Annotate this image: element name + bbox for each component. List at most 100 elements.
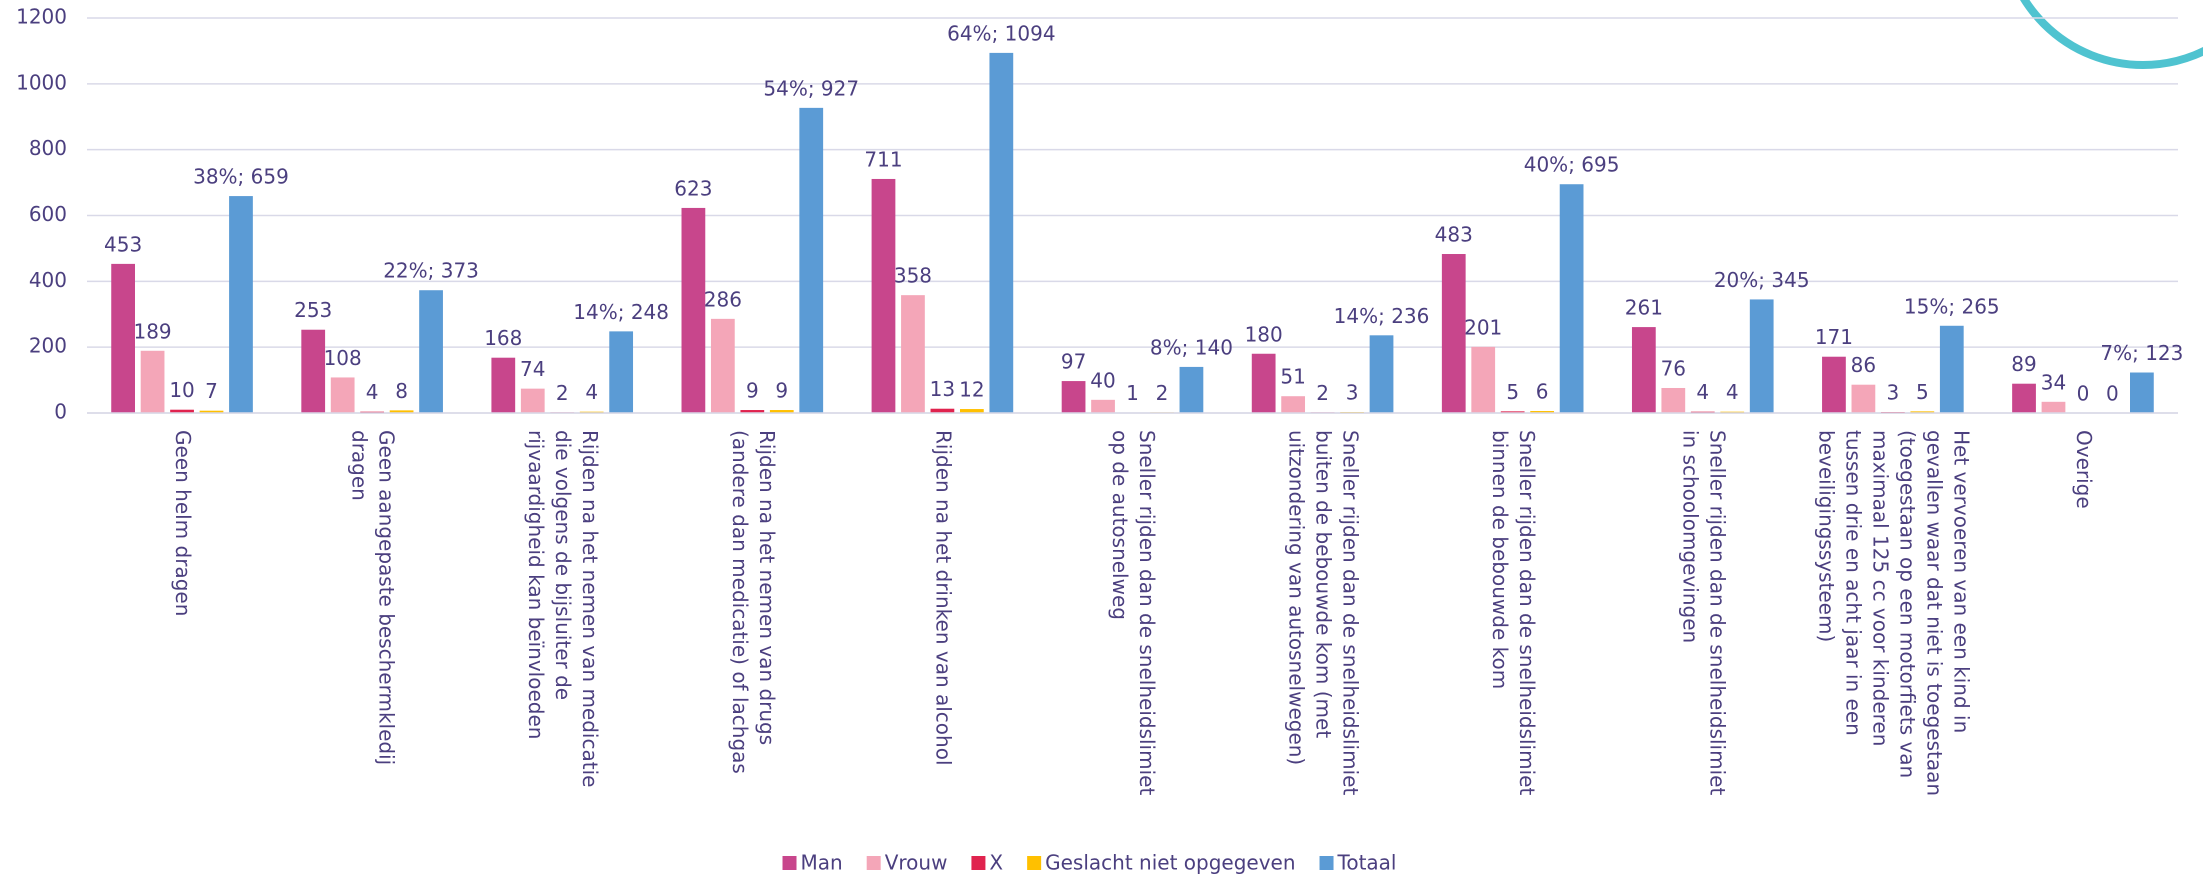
data-label: 14%; 248 xyxy=(573,300,669,324)
data-label: 86 xyxy=(1851,353,1876,377)
data-label: 20%; 345 xyxy=(1714,268,1810,292)
data-label: 13 xyxy=(930,377,955,401)
bar xyxy=(521,389,545,413)
decoration-arc xyxy=(2003,0,2203,65)
legend-label: Totaal xyxy=(1337,851,1397,875)
bar xyxy=(2130,373,2154,413)
bar xyxy=(1560,184,1584,413)
bar xyxy=(1252,354,1276,413)
data-label: 5 xyxy=(1916,380,1929,404)
data-label: 189 xyxy=(133,319,171,343)
data-label: 108 xyxy=(324,346,362,370)
bar xyxy=(419,290,443,413)
data-label: 2 xyxy=(1316,381,1329,405)
data-label: 3 xyxy=(1346,381,1359,405)
bar xyxy=(1091,400,1115,413)
x-tick-label: Geen helm dragen xyxy=(172,430,196,616)
data-label: 483 xyxy=(1435,223,1473,247)
data-label: 22%; 373 xyxy=(383,259,479,283)
y-tick-label: 1000 xyxy=(16,70,67,94)
data-label: 74 xyxy=(520,357,545,381)
data-label: 711 xyxy=(864,147,902,171)
data-label: 38%; 659 xyxy=(193,165,289,189)
data-label: 7 xyxy=(205,379,218,403)
bar xyxy=(1281,396,1305,413)
data-label: 4 xyxy=(585,380,598,404)
bar xyxy=(1852,385,1876,413)
bar xyxy=(141,351,165,413)
data-label: 1 xyxy=(1126,381,1139,405)
data-label: 5 xyxy=(1506,380,1519,404)
bar xyxy=(229,196,253,413)
data-label: 0 xyxy=(2106,382,2119,406)
legend-label: X xyxy=(989,851,1003,875)
data-label: 34 xyxy=(2041,370,2066,394)
data-label: 171 xyxy=(1815,325,1853,349)
data-label: 180 xyxy=(1245,322,1283,346)
bar xyxy=(491,358,515,413)
data-label: 168 xyxy=(484,326,522,350)
y-tick-label: 800 xyxy=(29,136,67,160)
data-label: 3 xyxy=(1886,381,1899,405)
data-label: 6 xyxy=(1536,380,1549,404)
bar xyxy=(2042,402,2066,413)
x-tick-label: Sneller rijden dan de snelheidslimietin … xyxy=(1679,430,1730,795)
data-label: 12 xyxy=(959,378,984,402)
x-tick-label: Sneller rijden dan de snelheidslimietbui… xyxy=(1285,430,1363,795)
bar xyxy=(1471,347,1495,413)
legend-swatch xyxy=(1320,856,1334,870)
x-tick-label: Sneller rijden dan de snelheidslimietbin… xyxy=(1489,430,1540,795)
data-label: 51 xyxy=(1280,365,1305,389)
legend-swatch xyxy=(1027,856,1041,870)
x-tick-label: Geen aangepaste beschermkledijdragen xyxy=(348,430,399,765)
y-tick-label: 200 xyxy=(29,334,67,358)
data-label: 40%; 695 xyxy=(1524,153,1620,177)
bar xyxy=(872,179,896,413)
y-tick-label: 600 xyxy=(29,202,67,226)
x-tick-label: Rijden na het nemen van drugs(andere dan… xyxy=(728,430,779,774)
data-label: 2 xyxy=(556,381,569,405)
data-label: 4 xyxy=(1726,380,1739,404)
bar xyxy=(301,330,325,413)
y-tick-label: 0 xyxy=(54,400,67,424)
bar xyxy=(2012,384,2036,413)
bar xyxy=(989,53,1013,413)
bar xyxy=(1940,326,1964,413)
x-tick-label: Rijden na het nemen van medicatiedie vol… xyxy=(525,430,603,787)
bar xyxy=(1442,254,1466,413)
x-tick-label: Sneller rijden dan de snelheidslimietop … xyxy=(1109,430,1160,795)
data-label: 358 xyxy=(894,264,932,288)
data-label: 14%; 236 xyxy=(1334,304,1430,328)
bar xyxy=(1822,357,1846,413)
data-label: 4 xyxy=(366,380,379,404)
legend-label: Geslacht niet opgegeven xyxy=(1045,851,1295,875)
bar xyxy=(609,331,633,413)
bar xyxy=(1370,335,1394,413)
y-tick-label: 1200 xyxy=(16,5,67,29)
data-label: 76 xyxy=(1661,356,1686,380)
data-label: 64%; 1094 xyxy=(947,21,1055,45)
y-tick-label: 400 xyxy=(29,268,67,292)
data-label: 623 xyxy=(674,176,712,200)
data-label: 89 xyxy=(2011,352,2036,376)
data-label: 8%; 140 xyxy=(1150,335,1233,359)
data-label: 54%; 927 xyxy=(763,76,859,100)
data-label: 201 xyxy=(1464,315,1502,339)
bar xyxy=(111,264,135,413)
bar xyxy=(1632,327,1656,413)
data-label: 2 xyxy=(1156,381,1169,405)
data-label: 253 xyxy=(294,298,332,322)
data-label: 261 xyxy=(1625,296,1663,320)
bar xyxy=(1661,388,1685,413)
data-label: 7%; 123 xyxy=(2100,341,2183,365)
data-label: 15%; 265 xyxy=(1904,294,2000,318)
bar xyxy=(331,377,355,413)
data-label: 8 xyxy=(395,379,408,403)
x-tick-label: Rijden na het drinken van alcohol xyxy=(932,430,956,766)
bar xyxy=(1062,381,1086,413)
data-label: 97 xyxy=(1061,350,1086,374)
data-label: 10 xyxy=(169,378,194,402)
x-tick-label: Het vervoeren van een kind ingevallen wa… xyxy=(1815,430,1974,796)
bar xyxy=(799,108,823,413)
